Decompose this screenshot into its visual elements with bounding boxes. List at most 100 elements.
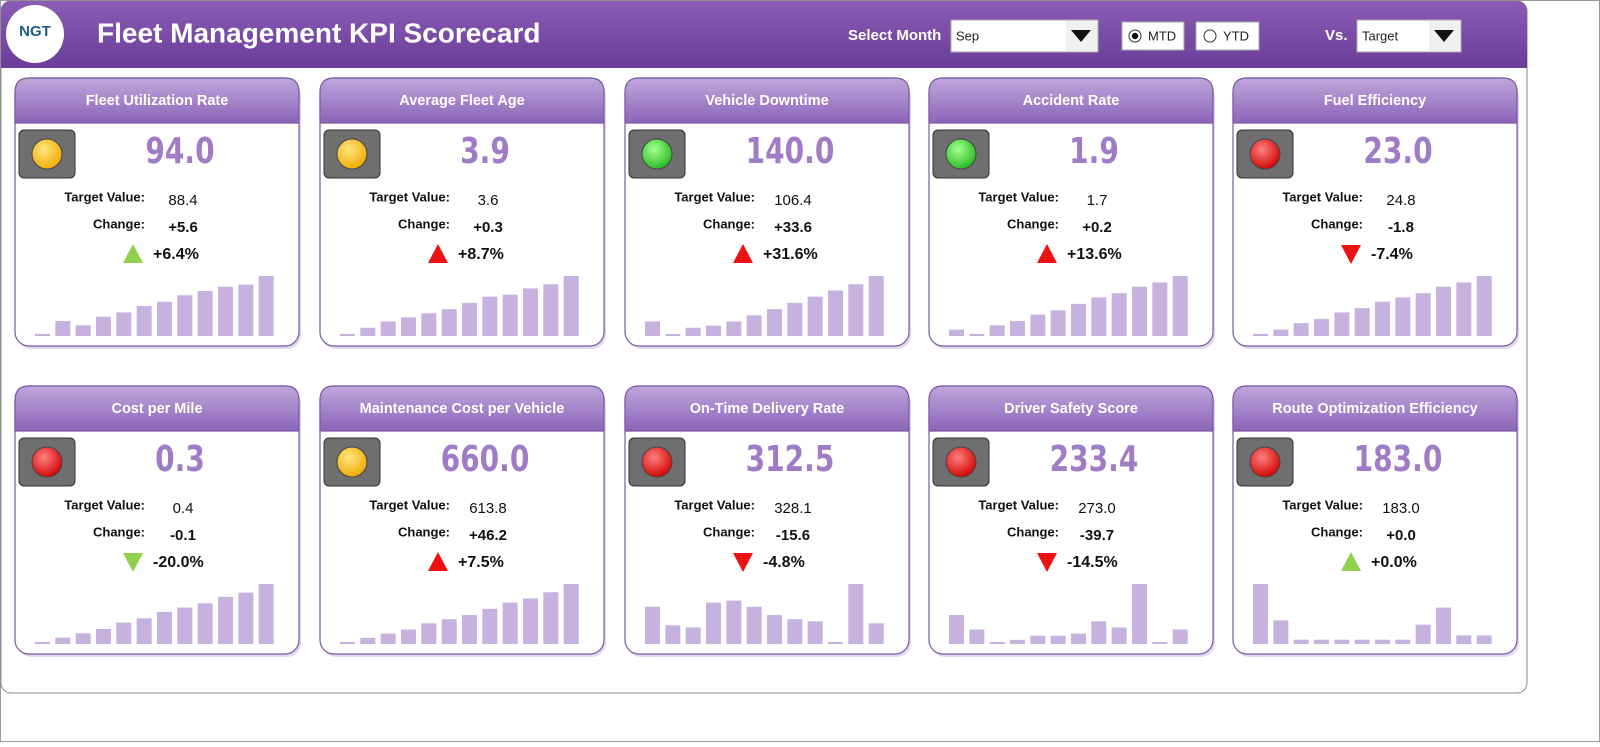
spark-bar [177,607,193,644]
change-label: Change: [398,524,450,539]
spark-bar [1091,621,1107,644]
spark-bar [1436,286,1451,336]
card-title: Fleet Utilization Rate [86,93,229,109]
trend-arrow [123,244,143,263]
target-label: Target Value: [674,189,755,204]
card-title: Maintenance Cost per Vehicle [360,401,565,417]
change-value: +0.0 [1386,527,1416,544]
kpi-card: Fuel Efficiency 23.0 Target Value: 24.8 Chan… [1232,77,1519,349]
kpi-value: 1.9 [1069,130,1119,172]
kpi-value: 0.3 [155,438,205,480]
percent-change: +31.6% [763,246,818,263]
month-dropdown[interactable]: Sep [950,19,1099,53]
trend-arrow [1341,245,1361,264]
card-title: Route Optimization Efficiency [1272,401,1477,417]
target-label: Target Value: [674,497,755,512]
spark-bar [746,606,762,644]
spark-bar [1314,318,1329,336]
spark-bar [949,615,964,644]
vs-value[interactable]: Target [1362,28,1399,43]
spark-bar [787,302,803,336]
target-value: 0.4 [173,500,194,517]
spark-bar [421,623,437,644]
spark-bar [75,633,91,644]
spark-bar [157,611,172,644]
spark-bar [1395,639,1411,644]
card-header [319,77,605,124]
trend-arrow [733,553,753,572]
kpi-card: Route Optimization Efficiency 183.0 Target… [1232,385,1519,657]
spark-bar [665,625,681,644]
spark-bar [807,296,823,336]
spark-bar [441,309,457,336]
spark-bar [1273,620,1289,644]
spark-bar [1415,293,1431,336]
vs-dropdown[interactable]: Target [1356,19,1462,53]
spark-bar [401,629,416,644]
indicator-light [1249,138,1281,170]
percent-change: +0.0% [1371,554,1417,571]
spark-bar [1152,641,1168,644]
change-label: Change: [398,216,450,231]
change-value: +33.6 [774,219,812,236]
spark-bar [238,592,254,644]
spark-bar [1293,639,1309,644]
target-label: Target Value: [64,497,145,512]
spark-bar [462,615,477,644]
target-label: Target Value: [978,497,1059,512]
card-header [928,77,1214,124]
spark-bar [645,606,660,644]
spark-bar [1253,333,1268,336]
ytd-label[interactable]: YTD [1223,28,1249,43]
spark-bar [1375,639,1390,644]
spark-bar [1071,303,1086,336]
spark-bar [258,584,274,644]
spark-bar [523,288,538,336]
spark-bar [543,284,559,336]
card-title: Vehicle Downtime [705,93,828,109]
spark-bar [1436,607,1451,644]
spark-bar [421,313,437,336]
spark-bar [1273,329,1289,336]
radio[interactable] [1203,29,1217,43]
spark-bar [1456,282,1472,336]
dropdown-arrow[interactable] [1071,30,1091,42]
spark-bar [989,325,1005,336]
change-value: -39.7 [1080,527,1114,544]
spark-bar [116,622,132,644]
spark-bar [1132,286,1147,336]
spark-bar [482,296,498,336]
percent-change: +8.7% [458,246,504,263]
percent-change: +6.4% [153,246,199,263]
spark-bar [848,584,864,644]
spark-bar [1476,276,1492,336]
mtd-label[interactable]: MTD [1148,28,1176,43]
change-value: +0.2 [1082,219,1112,236]
spark-bar [1375,301,1390,336]
spark-bar [726,600,742,644]
change-label: Change: [1311,216,1363,231]
spark-bar [482,608,498,644]
kpi-card: Driver Safety Score 233.4 Target Value: 273… [928,385,1215,657]
spark-bar [1091,297,1107,336]
dropdown-arrow[interactable] [1434,30,1454,42]
change-value: +0.3 [473,219,503,236]
spark-bar [726,321,742,336]
month-value[interactable]: Sep [956,28,979,43]
spark-bar [258,276,274,336]
target-value: 1.7 [1087,192,1108,209]
card-title: Average Fleet Age [399,93,524,109]
spark-bar [706,325,721,336]
ytd-option[interactable]: YTD [1195,21,1260,51]
spark-bar [1030,635,1046,644]
card-header [14,385,300,432]
mtd-option[interactable]: MTD [1121,21,1185,51]
spark-bar [1010,321,1025,336]
target-value: 273.0 [1078,500,1116,517]
spark-bar [55,321,71,336]
card-header [1232,385,1518,432]
spark-bar [1476,635,1492,644]
change-label: Change: [1007,524,1059,539]
